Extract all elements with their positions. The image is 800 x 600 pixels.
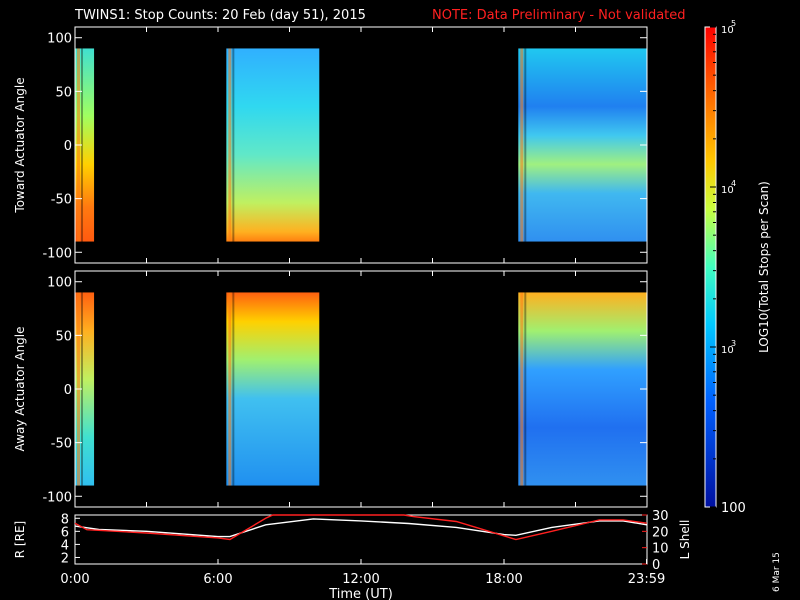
y-tick-label: -100 xyxy=(42,490,72,505)
colorbar-tick-base: 10 xyxy=(721,185,734,196)
colorbar-tick-exponent: 3 xyxy=(731,339,736,348)
right-y-tick-label: 0 xyxy=(652,558,660,573)
heatmap-block xyxy=(226,48,320,242)
y-tick-label: -50 xyxy=(51,193,72,208)
right-y-tick-label: 10 xyxy=(652,542,669,557)
y-axis-label: Toward Actuator Angle xyxy=(13,77,27,213)
x-tick-label: 23:59 xyxy=(628,572,665,587)
colorbar-tick-label: 105 xyxy=(721,19,736,36)
colorbar-gradient xyxy=(704,26,717,508)
x-tick-label: 12:00 xyxy=(342,572,379,587)
y-tick-label: -100 xyxy=(42,246,72,261)
y-tick-label: 100 xyxy=(47,32,72,47)
x-tick-label: 0:00 xyxy=(60,572,89,587)
creation-date-stamp: 6 Mar 15 xyxy=(772,552,782,592)
l-shell-line xyxy=(74,514,647,541)
heatmap-block xyxy=(226,292,320,486)
colorbar-tick-base: 10 xyxy=(721,25,734,36)
left-y-tick-label: 2 xyxy=(61,551,69,566)
y-tick-label: 50 xyxy=(55,329,72,344)
line-panel-frame xyxy=(74,514,648,565)
y-tick-label: -50 xyxy=(51,437,72,452)
heatmap-streak xyxy=(232,48,235,242)
y-tick-label: 100 xyxy=(47,276,72,291)
heatmap-streak xyxy=(228,292,232,486)
right-y-tick-label: 30 xyxy=(652,509,669,524)
preliminary-note: NOTE: Data Preliminary - Not validated xyxy=(432,8,686,23)
left-y-tick-label: 4 xyxy=(61,538,69,553)
heatmap-streak xyxy=(232,292,235,486)
heatmap-block xyxy=(518,48,647,242)
right-y-tick-label: 20 xyxy=(652,525,669,540)
colorbar-label: LOG10(Total Stops per Scan) xyxy=(757,181,771,353)
left-y-tick-label: 8 xyxy=(61,512,69,527)
colorbar-tick-base: 10 xyxy=(721,345,734,356)
x-tick-label: 6:00 xyxy=(203,572,232,587)
x-axis-label: Time (UT) xyxy=(328,587,393,600)
colorbar-tick-label: 100 xyxy=(721,501,746,516)
heatmap-panels: 100 50 0 -50 -100 Toward Actuator Angle 100 50 0… xyxy=(13,26,648,508)
heatmap-streak xyxy=(228,48,232,242)
chart-title: TWINS1: Stop Counts: 20 Feb (day 51), 20… xyxy=(75,8,366,23)
heatmap-streak xyxy=(524,292,527,486)
y-tick-label: 50 xyxy=(55,85,72,100)
colorbar-tick-exponent: 4 xyxy=(731,179,736,188)
y-axis-label: Away Actuator Angle xyxy=(13,326,27,451)
x-tick-label: 18:00 xyxy=(485,572,522,587)
heatmap-block xyxy=(518,292,647,486)
colorbar-tick-label: 103 xyxy=(721,339,736,356)
heatmap-streak xyxy=(520,292,524,486)
left-y-tick-label: 6 xyxy=(61,525,69,540)
heatmap-streak xyxy=(524,48,527,242)
r-distance-line xyxy=(74,518,647,538)
colorbar-tick-label: 104 xyxy=(721,179,736,196)
y-tick-label: 0 xyxy=(64,139,72,154)
colorbar-tick-exponent: 5 xyxy=(731,19,736,28)
l-shell-axis-label: L Shell xyxy=(678,520,692,560)
heatmap-streak xyxy=(520,48,524,242)
r-axis-label: R [RE] xyxy=(13,521,27,558)
y-tick-label: 0 xyxy=(64,383,72,398)
